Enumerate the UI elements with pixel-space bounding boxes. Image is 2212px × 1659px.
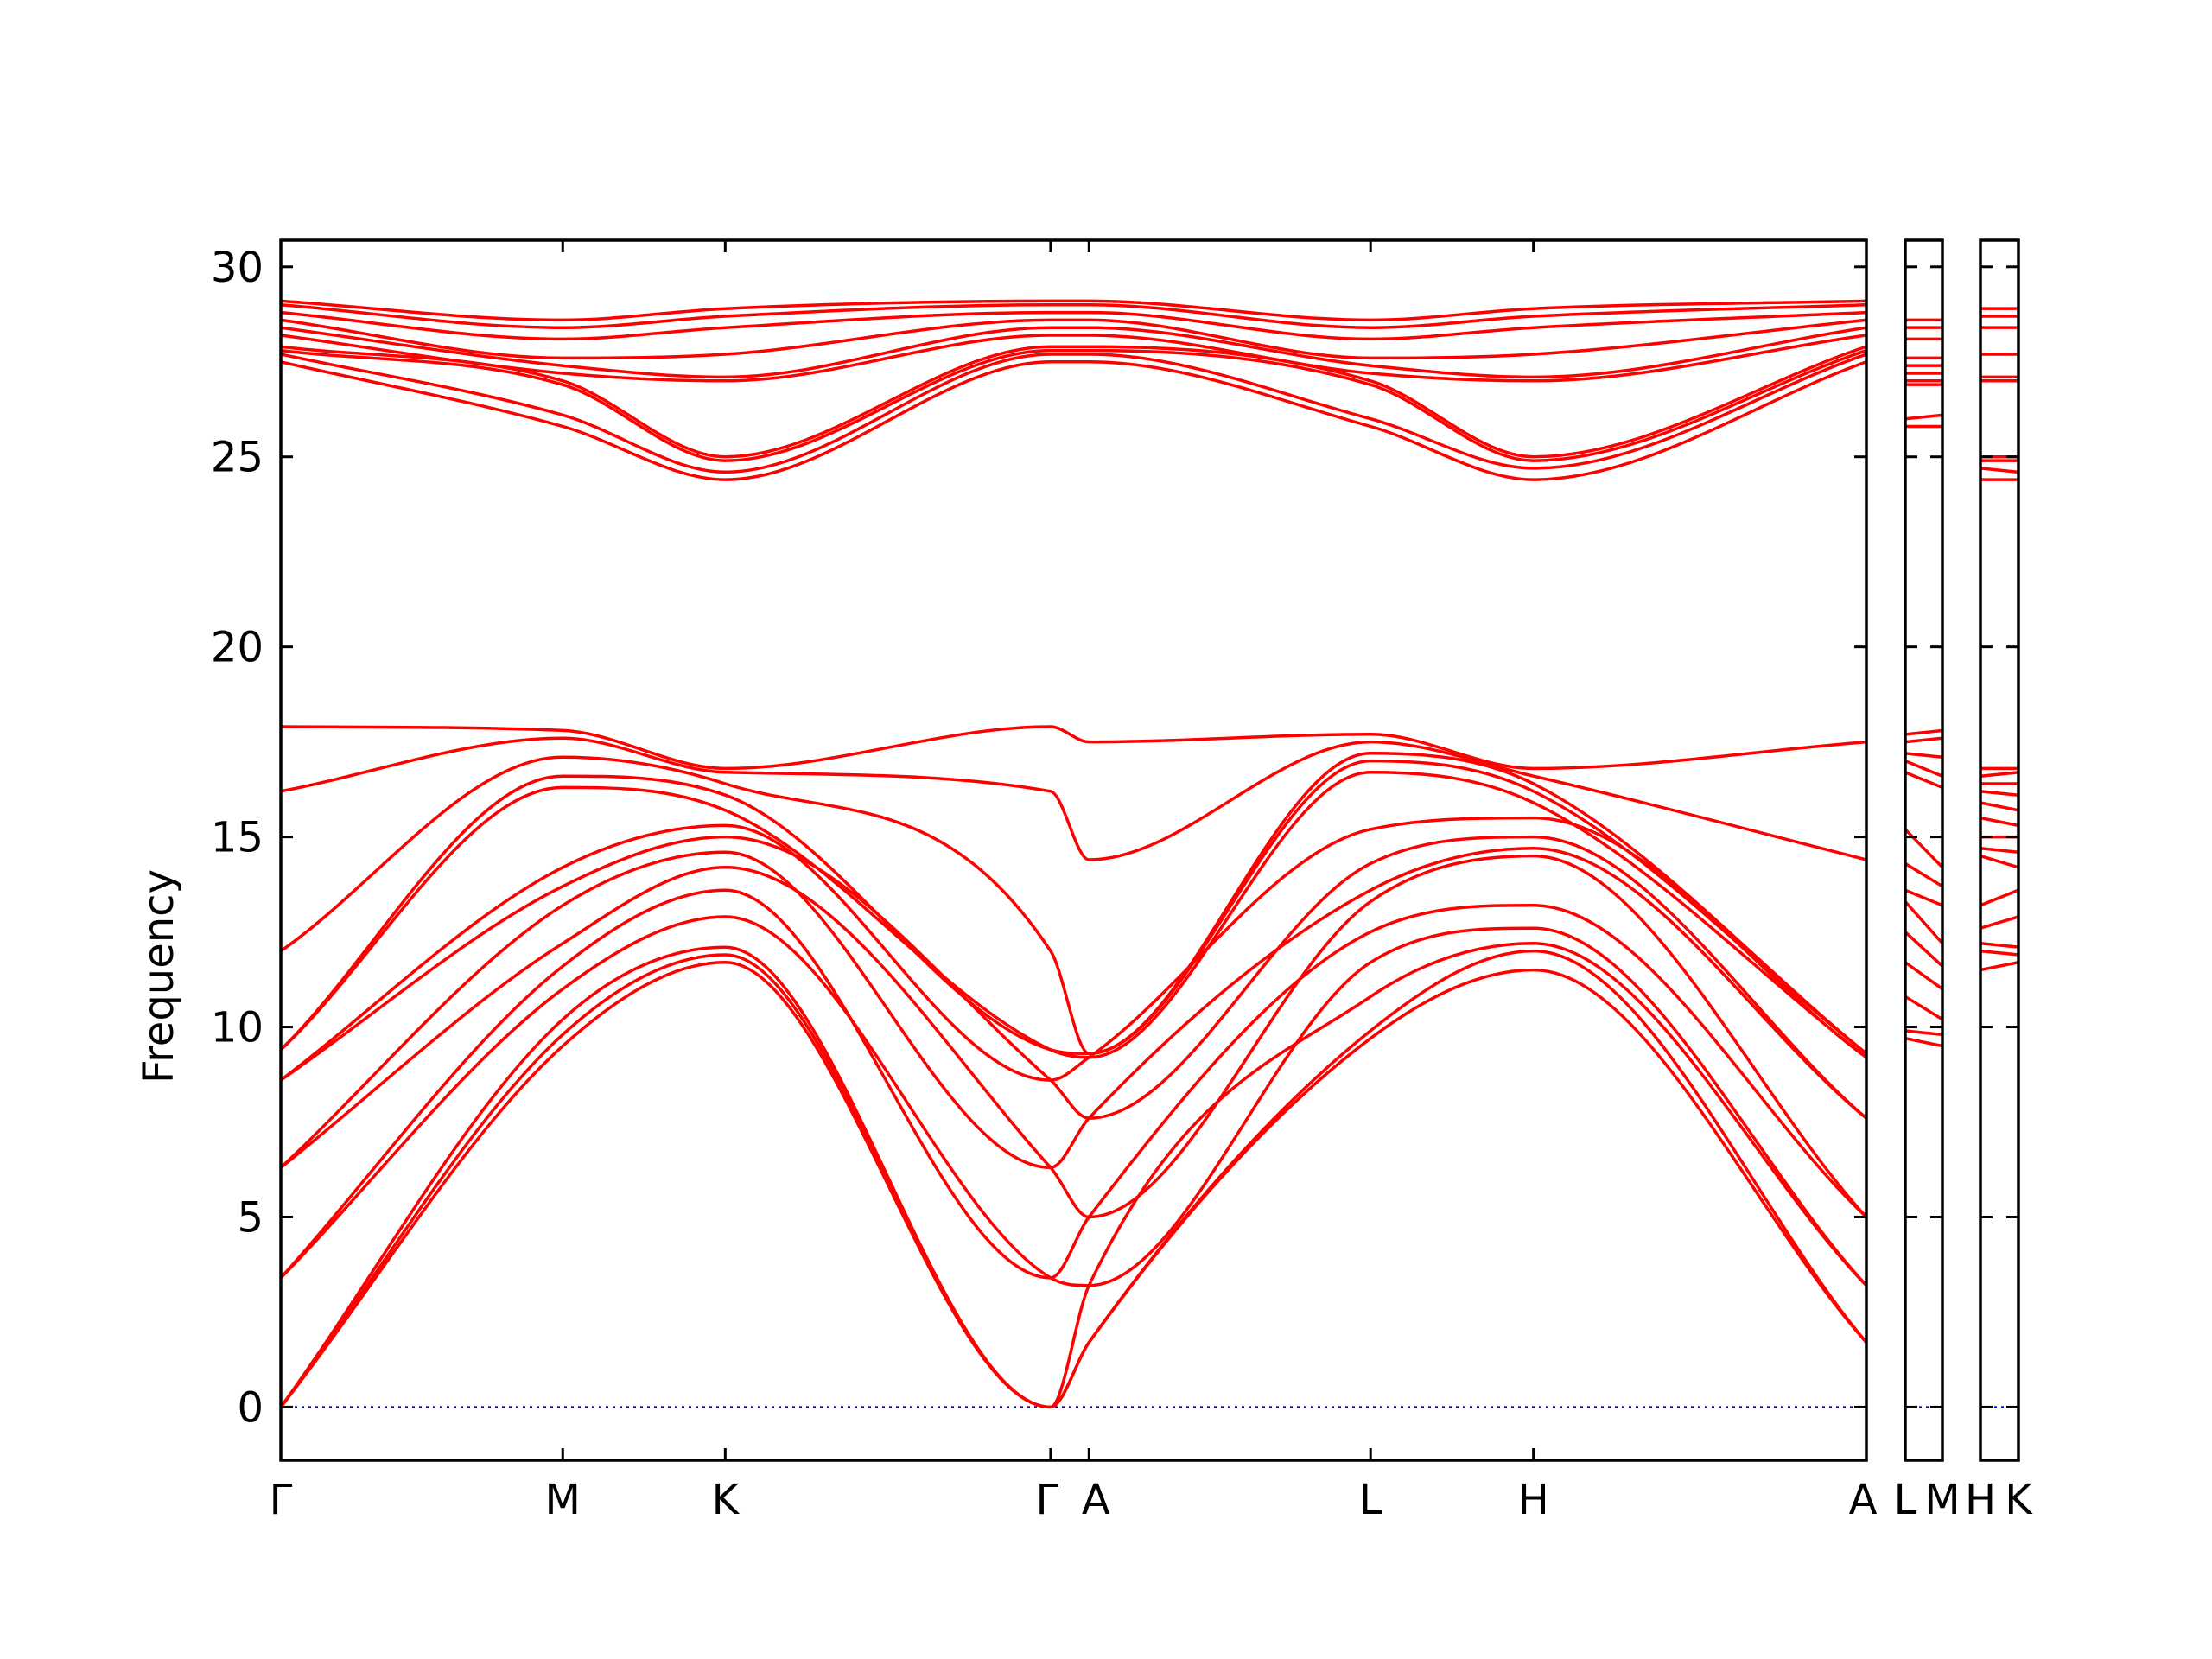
band-line-12 — [281, 752, 1866, 1056]
band-line-9 — [281, 816, 1866, 1082]
band-line-15 — [281, 360, 1866, 481]
y-tick-label: 30 — [211, 244, 264, 292]
x-tick-label-A: A — [1849, 1476, 1878, 1524]
band-line-8 — [281, 835, 1866, 1120]
band-line-4 — [1905, 961, 1942, 991]
x-tick-label-H: H — [1965, 1476, 1996, 1524]
x-tick-label-M: M — [545, 1476, 581, 1524]
x-tick-label-K: K — [712, 1476, 741, 1524]
band-line-2 — [281, 949, 1866, 1409]
panel-H-K — [1979, 238, 2020, 1462]
y-tick-label: 20 — [211, 624, 264, 672]
band-line-13 — [1905, 736, 1942, 744]
y-tick-label: 15 — [211, 814, 264, 862]
panel-main — [279, 238, 1868, 1462]
band-line-21 — [281, 318, 1866, 360]
y-tick-label: 10 — [211, 1004, 264, 1052]
band-line-19 — [281, 334, 1866, 383]
panel-frame — [1904, 238, 1944, 1462]
band-line-6 — [1980, 854, 2018, 869]
y-tick-label: 5 — [237, 1193, 264, 1242]
band-line-1 — [1980, 961, 2018, 972]
panel-frame — [1979, 238, 2020, 1462]
band-line-3 — [1980, 942, 2018, 949]
band-line-18 — [281, 345, 1866, 459]
panel-plot-area — [281, 299, 1866, 1409]
band-line-7 — [1905, 888, 1942, 907]
band-line-14 — [281, 725, 1866, 771]
band-line-16 — [1905, 413, 1942, 421]
plot-panels — [279, 238, 2020, 1462]
band-line-22 — [281, 310, 1866, 341]
x-tick-label-Γ: Γ — [1036, 1476, 1059, 1524]
band-line-3 — [1905, 995, 1942, 1021]
band-line-4 — [281, 915, 1866, 1287]
panel-plot-area — [1980, 307, 2018, 1408]
y-tick-label: 0 — [237, 1383, 264, 1432]
y-axis-label: Frequency — [135, 869, 183, 1084]
x-tick-label-M: M — [1924, 1476, 1960, 1524]
x-tick-label-Γ: Γ — [270, 1476, 293, 1524]
band-line-10 — [1905, 771, 1942, 790]
band-line-11 — [281, 759, 1866, 1056]
band-line-8 — [1905, 861, 1942, 888]
x-tick-label-L: L — [1894, 1476, 1917, 1524]
band-line-5 — [1905, 930, 1942, 968]
band-line-23 — [281, 303, 1866, 329]
band-line-3 — [281, 942, 1866, 1409]
x-tick-label-H: H — [1518, 1476, 1549, 1524]
band-line-11 — [1980, 790, 2018, 797]
band-line-6 — [281, 854, 1866, 1219]
band-line-6 — [1905, 899, 1942, 945]
band-line-5 — [281, 888, 1866, 1280]
x-tick-label-A: A — [1082, 1476, 1110, 1524]
band-line-14 — [1905, 728, 1942, 736]
band-line-12 — [1905, 752, 1942, 759]
x-tick-label-L: L — [1359, 1476, 1382, 1524]
band-line-16 — [1980, 467, 2018, 474]
band-line-11 — [1905, 759, 1942, 778]
band-line-7 — [1980, 847, 2018, 854]
y-tick-label: 25 — [211, 434, 264, 482]
band-line-10 — [1980, 801, 2018, 812]
band-line-9 — [1980, 816, 2018, 828]
band-line-4 — [1980, 915, 2018, 930]
panel-L-M — [1904, 238, 1944, 1462]
band-line-13 — [1980, 771, 2018, 778]
band-line-13 — [281, 736, 1866, 861]
band-line-2 — [1980, 949, 2018, 957]
band-line-20 — [281, 326, 1866, 379]
band-line-7 — [281, 847, 1866, 1170]
panel-frame — [279, 238, 1868, 1462]
band-line-5 — [1980, 888, 2018, 907]
band-line-17 — [281, 348, 1866, 462]
band-line-24 — [281, 299, 1866, 322]
x-tick-label-K: K — [2005, 1476, 2033, 1524]
band-line-1 — [1905, 1036, 1942, 1048]
band-line-2 — [1905, 1029, 1942, 1037]
band-line-10 — [281, 771, 1866, 1059]
band-line-16 — [281, 353, 1866, 474]
